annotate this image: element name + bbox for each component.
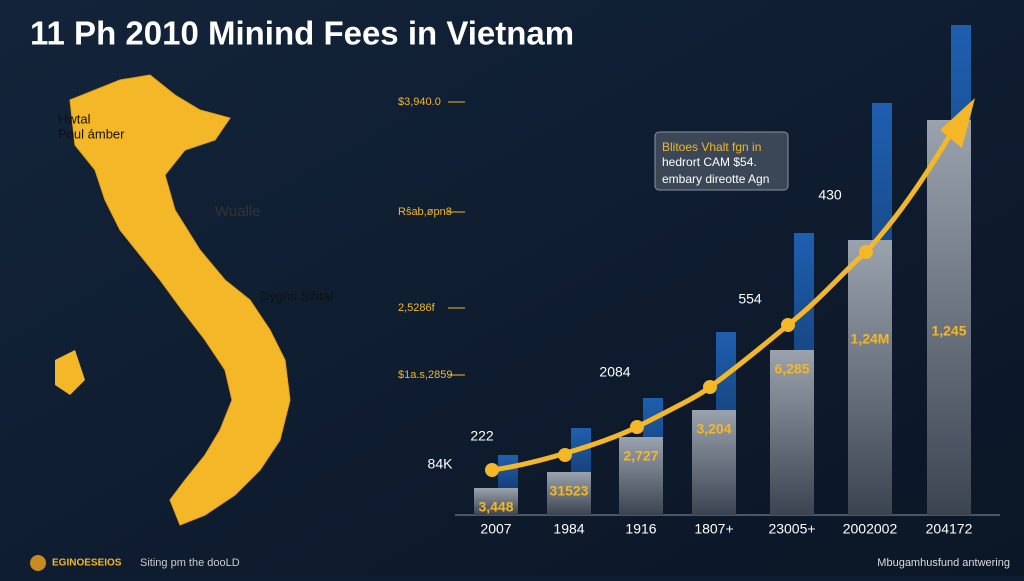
trend-line: [491, 116, 963, 473]
axis-label: $3,940.0: [398, 96, 441, 108]
footer: EGINOESEIOS Siting pm the dooLD Mbugamhusf…: [30, 555, 1010, 571]
vietnam-map: [69, 74, 291, 526]
year-label: 23005+: [768, 521, 815, 537]
axis-label: $1a.s,2859: [398, 369, 452, 381]
point-label: 84K: [428, 456, 454, 472]
year-label: 1984: [553, 521, 584, 537]
year-label: 2007: [480, 521, 511, 537]
point-label: 554: [738, 291, 762, 307]
axis-label: 2,5286f: [398, 302, 436, 314]
year-label: 1807+: [694, 521, 733, 537]
map-label: Poul ámber: [58, 126, 125, 141]
grey-bar: [770, 350, 814, 515]
footer-right: Mbugamhusfund antwering: [877, 557, 1010, 569]
map-label: Dygns Sihtal: [260, 288, 333, 303]
map-label: Wualle: [215, 203, 261, 220]
bar-label: 2,727: [623, 448, 658, 464]
year-label: 2002002: [843, 521, 898, 537]
callout-text: Blitoes Vhalt fgn in: [662, 140, 761, 154]
callout-box: [654, 131, 789, 191]
grey-bar: [547, 472, 591, 515]
map-label: Hwtal: [58, 111, 91, 126]
grey-bar: [619, 437, 663, 515]
year-label: 1916: [625, 521, 656, 537]
grey-bar: [474, 488, 518, 515]
point-label: 2084: [599, 364, 630, 380]
point-label: 222: [470, 428, 494, 444]
bars: 3,448 2007 31523 1984 2,727 1916 3,204 1807+ 6,2…: [428, 25, 973, 537]
arrow-head: [940, 98, 975, 148]
grey-bar: [927, 120, 971, 515]
year-label: 204172: [926, 521, 973, 537]
axis-labels: $3,940.0 Rŝab,øpn8 2,5286f $1a.s,2859: [398, 96, 465, 381]
island: [55, 350, 85, 395]
callout-text: hedrort CAM $54.: [662, 155, 757, 169]
grey-bar: [692, 410, 736, 515]
callout-text: embary direotte Agn: [662, 172, 769, 186]
footer-logo: EGINOESEIOS: [52, 558, 122, 569]
bar-label: 1,245: [931, 323, 966, 339]
bar-label: 6,285: [774, 361, 809, 377]
bar-label: 31523: [550, 483, 589, 499]
logo-icon: [30, 555, 46, 571]
point-label: 430: [818, 187, 842, 203]
title: 11 Ph 2010 Minind Fees in Vietnam: [30, 15, 574, 52]
axis-label: Rŝab,øpn8: [398, 206, 452, 218]
footer-left: Siting pm the dooLD: [140, 557, 240, 569]
bar-label: 1,24M: [851, 331, 890, 347]
bar-label: 3,204: [696, 421, 731, 437]
bar-label: 3,448: [478, 499, 513, 515]
grey-bar: [848, 240, 892, 515]
